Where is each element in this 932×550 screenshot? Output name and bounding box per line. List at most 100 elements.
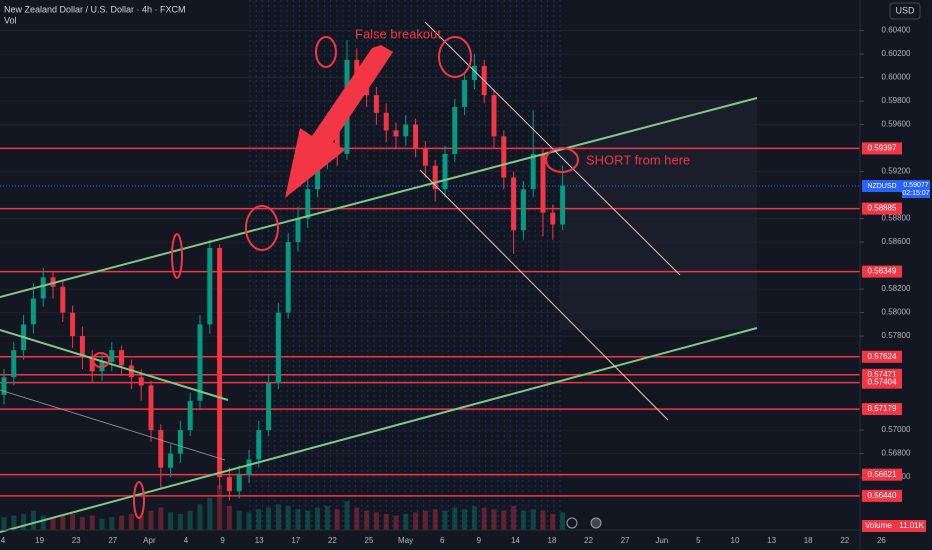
currency[interactable]: USD [895,5,915,15]
candle-body [119,350,125,366]
symbol-box [862,180,902,193]
level-box [862,265,902,278]
x-tick-label: 22 [328,536,337,545]
candle-body [462,79,468,107]
volume-bar [491,509,497,530]
chart-subtitle: Vol [4,15,17,25]
volume-bar [452,507,458,530]
x-tick-label: 27 [108,536,117,545]
volume-bar [226,505,232,530]
volume-value: 11.01K [899,521,924,530]
candle-body [315,159,321,190]
volume-bar [266,507,272,530]
candle-body [79,336,85,358]
y-tick-label: 0.59200 [882,167,911,176]
candle-body [60,286,66,313]
volume-bar [109,517,115,530]
currency-button[interactable] [889,2,921,20]
candle-body [511,177,517,231]
volume-bar [11,515,17,530]
level-label: 0.58885 [868,204,897,213]
candle-body [168,453,174,468]
volume-bar [148,510,154,530]
candle-body [11,350,17,378]
highlight-circle [545,147,579,173]
volume-bar [481,507,487,530]
volume-bar [60,515,66,530]
volume-bar [197,504,203,530]
channel-line [0,389,226,461]
icon[interactable] [566,517,578,529]
level-label: 0.56440 [868,491,897,500]
y-tick-label: 0.58000 [882,308,911,317]
volume-bar [89,515,95,530]
session-lines [249,0,561,530]
candle-body [403,124,409,137]
candle-body [187,400,193,431]
volume-bar [158,507,164,530]
level-box [862,403,902,416]
volume-bar [540,510,546,530]
volume-box [862,520,926,532]
level-label: 0.57179 [868,404,897,413]
x-tick-label: 4 [184,536,189,545]
x-tick-label: May [398,536,413,545]
trend-line [0,97,758,298]
volume-bar [550,513,556,530]
x-tick-label: 17 [291,536,300,545]
arrow [285,45,393,198]
x-tick-label: 10 [731,536,740,545]
x-tick-label: 23 [72,536,81,545]
chart-title: New Zealand Dollar / U.S. Dollar · 4h · … [4,4,186,14]
candle-body [285,242,291,313]
x-tick-label: 26 [877,536,886,545]
y-tick-label: 0.57800 [882,331,911,340]
volume-bar [30,510,36,530]
trend-line [0,329,229,401]
level-box [862,142,902,155]
volume-bar [305,510,311,530]
range-box [560,100,757,330]
volume-bar [520,510,526,530]
volume-bar [138,515,144,530]
candle-body [207,247,213,325]
y-tick-label: 0.58800 [882,214,911,223]
candle-body [560,185,566,225]
candle-body [354,59,360,76]
volume-bar [511,505,517,530]
icon[interactable] [590,517,602,529]
last-price-box [902,180,930,199]
volume-bar [275,504,281,530]
level-box [862,202,902,215]
candle-body [89,357,95,372]
volume-bar [334,509,340,530]
candle-body [30,298,36,325]
x-tick-label: 22 [584,536,593,545]
highlight-circle [171,233,183,279]
candle-body [530,153,536,190]
y-tick-label: 0.56800 [882,449,911,458]
highlight-circle [92,352,110,368]
candle-body [40,277,46,299]
volume-bar [1,517,7,530]
y-tick-label: 0.58600 [882,237,911,246]
volume-bar [285,505,291,530]
volume-bar [217,485,223,530]
x-tick-label: 5 [696,536,701,545]
y-tick-label: 0.60200 [882,49,911,58]
volume-bar [40,515,46,530]
level-box [862,350,902,363]
candle-body [256,430,262,460]
volume-bar [403,513,409,530]
candle-body [177,430,183,454]
volume-bar [295,509,301,530]
x-tick-label: 9 [220,536,225,545]
volume-bar [413,512,419,530]
candle-body [236,474,242,492]
annotation: False breakout [355,26,441,41]
volume-bar [256,509,262,530]
candle-body [383,112,389,131]
volume-bar [442,510,448,530]
level-box [862,376,902,389]
y-tick-label: 0.60400 [882,26,911,35]
